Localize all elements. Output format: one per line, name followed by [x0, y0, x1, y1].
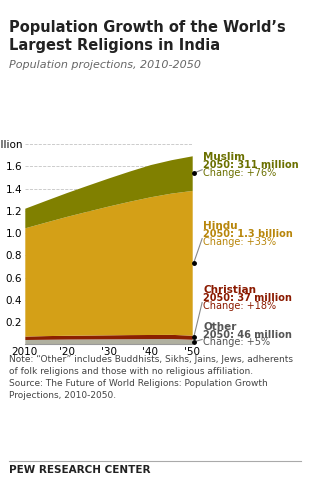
- Text: Population Growth of the World’s
Largest Religions in India: Population Growth of the World’s Largest…: [9, 20, 286, 53]
- Text: Hindu: Hindu: [203, 221, 238, 231]
- Text: Change: +18%: Change: +18%: [203, 301, 277, 310]
- Text: Christian: Christian: [203, 285, 256, 295]
- Text: 2050: 311 million: 2050: 311 million: [203, 160, 299, 170]
- Text: Other: Other: [203, 322, 237, 332]
- Text: Muslim: Muslim: [203, 152, 245, 162]
- Text: Change: +76%: Change: +76%: [203, 168, 277, 178]
- Text: Population projections, 2010-2050: Population projections, 2010-2050: [9, 60, 201, 70]
- Text: Change: +5%: Change: +5%: [203, 338, 271, 347]
- Text: 2050: 1.3 billion: 2050: 1.3 billion: [203, 229, 293, 239]
- Text: PEW RESEARCH CENTER: PEW RESEARCH CENTER: [9, 465, 151, 475]
- Text: Change: +33%: Change: +33%: [203, 237, 277, 246]
- Text: 2050: 46 million: 2050: 46 million: [203, 330, 292, 339]
- Text: 2050: 37 million: 2050: 37 million: [203, 293, 292, 303]
- Text: Note: “Other” includes Buddhists, Sikhs, Jains, Jews, adherents
of folk religion: Note: “Other” includes Buddhists, Sikhs,…: [9, 355, 293, 400]
